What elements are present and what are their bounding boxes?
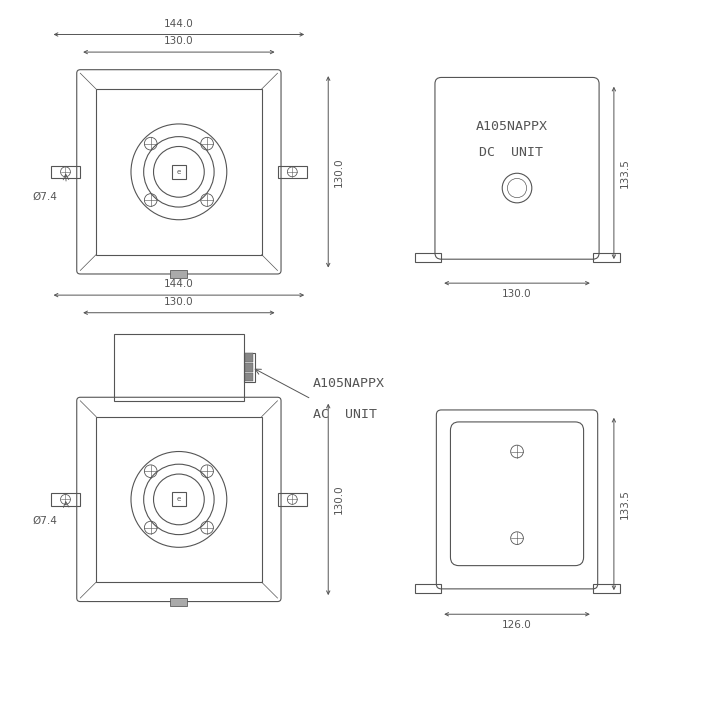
Text: Ø7.4: Ø7.4 [33,515,58,525]
Text: 133.5: 133.5 [620,489,630,519]
Text: 144.0: 144.0 [164,19,194,29]
Bar [593,253,620,262]
Text: Ø7.4: Ø7.4 [33,192,58,202]
Bar [96,417,262,582]
Bar [172,492,186,506]
Text: 130.0: 130.0 [334,157,344,187]
Bar [50,165,80,178]
Bar [278,165,307,178]
Bar [114,334,244,400]
Bar [170,598,187,606]
Bar [278,493,307,506]
Bar [244,353,256,382]
Text: 144.0: 144.0 [164,280,194,290]
Bar [593,584,620,593]
Text: 126.0: 126.0 [502,620,532,630]
Text: 133.5: 133.5 [620,158,630,188]
Text: e: e [177,496,181,503]
Bar [245,354,253,361]
Text: A105NAPPX: A105NAPPX [312,377,385,390]
Text: 130.0: 130.0 [334,485,344,514]
Bar [96,89,262,255]
Bar [172,165,186,179]
Text: A105NAPPX: A105NAPPX [476,119,547,133]
Bar [415,584,442,593]
Text: 130.0: 130.0 [164,297,194,307]
Text: AC  UNIT: AC UNIT [312,408,377,421]
Bar [245,363,253,371]
Text: DC  UNIT: DC UNIT [479,146,543,158]
Text: e: e [177,169,181,175]
Bar [50,493,80,506]
Bar [415,253,442,262]
Bar [170,271,187,278]
Text: 130.0: 130.0 [502,289,532,299]
Text: 130.0: 130.0 [164,36,194,46]
Bar [245,373,253,381]
